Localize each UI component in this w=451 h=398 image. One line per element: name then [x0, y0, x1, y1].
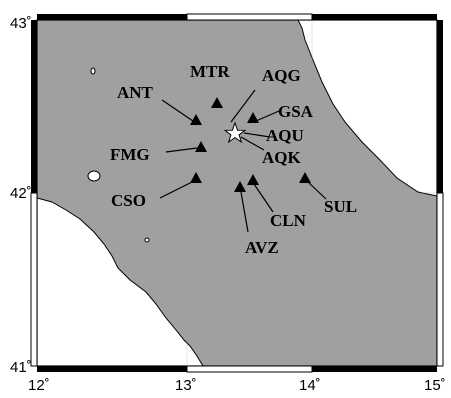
- lat-label: 41˚: [10, 359, 32, 376]
- station-triangle-sul: [299, 172, 311, 183]
- lat-label: 42˚: [10, 185, 32, 202]
- lon-label: 13˚: [175, 377, 197, 394]
- lon-label: 14˚: [299, 377, 321, 394]
- station-label-aqk: AQK: [262, 148, 302, 167]
- station-triangle-fmg: [195, 141, 207, 152]
- station-label-aqu: AQU: [266, 126, 304, 145]
- map-frame: [30, 13, 444, 373]
- station-label-sul: SUL: [324, 197, 357, 216]
- star-icon: [223, 121, 247, 144]
- station-triangle-cln: [247, 174, 259, 185]
- station-labels: MTR ANT AQG GSA AQU AQK FMG CSO CLN AVZ …: [110, 62, 357, 257]
- station-label-fmg: FMG: [110, 145, 150, 164]
- station-label-avz: AVZ: [245, 238, 279, 257]
- lake: [90, 67, 96, 75]
- station-label-mtr: MTR: [190, 62, 230, 81]
- lon-label: 12˚: [28, 377, 50, 394]
- station-label-gsa: GSA: [278, 102, 314, 121]
- station-triangle-ant: [190, 114, 202, 125]
- station-label-aqg: AQG: [262, 66, 301, 85]
- station-markers: [190, 97, 311, 192]
- lake: [87, 170, 101, 182]
- station-triangle-mtr: [211, 97, 223, 108]
- graticule: [37, 20, 437, 366]
- leader-lines: [159, 89, 327, 233]
- station-triangle-cso: [190, 172, 202, 183]
- lake: [144, 237, 150, 243]
- station-label-cso: CSO: [111, 191, 146, 210]
- station-label-cln: CLN: [270, 211, 307, 230]
- lat-label: 43˚: [10, 15, 32, 32]
- lon-label: 15˚: [424, 377, 446, 394]
- station-triangle-avz: [234, 181, 246, 192]
- station-triangle-gsa: [247, 112, 259, 123]
- station-label-ant: ANT: [117, 83, 154, 102]
